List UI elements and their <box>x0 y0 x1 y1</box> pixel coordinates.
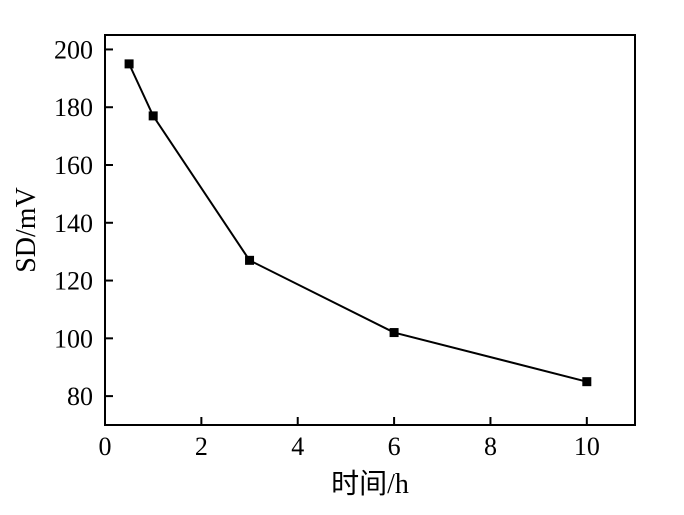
line-chart: 0 2 4 6 8 10 80 100 120 140 160 180 200 时间/h SD/mV <box>0 0 684 515</box>
x-tick-label: 8 <box>484 432 497 461</box>
data-marker <box>149 112 157 120</box>
data-marker <box>583 378 591 386</box>
y-axis-label: SD/mV <box>11 187 42 273</box>
data-marker <box>390 329 398 337</box>
y-tick-label: 80 <box>67 382 93 411</box>
data-marker <box>246 256 254 264</box>
plot-border <box>105 35 635 425</box>
x-tick-label: 2 <box>195 432 208 461</box>
data-marker <box>125 60 133 68</box>
y-tick-label: 200 <box>54 35 93 64</box>
x-tick-label: 4 <box>291 432 304 461</box>
y-tick-label: 160 <box>54 151 93 180</box>
x-axis-label: 时间/h <box>331 468 409 500</box>
x-tick-label: 10 <box>574 432 600 461</box>
chart-container: 0 2 4 6 8 10 80 100 120 140 160 180 200 时间/h SD/mV <box>0 0 684 515</box>
y-tick-label: 180 <box>54 93 93 122</box>
y-tick-label: 140 <box>54 209 93 238</box>
x-tick-label: 0 <box>99 432 112 461</box>
data-line <box>129 64 587 382</box>
x-tick-label: 6 <box>388 432 401 461</box>
y-tick-label: 100 <box>54 324 93 353</box>
y-tick-label: 120 <box>54 267 93 296</box>
